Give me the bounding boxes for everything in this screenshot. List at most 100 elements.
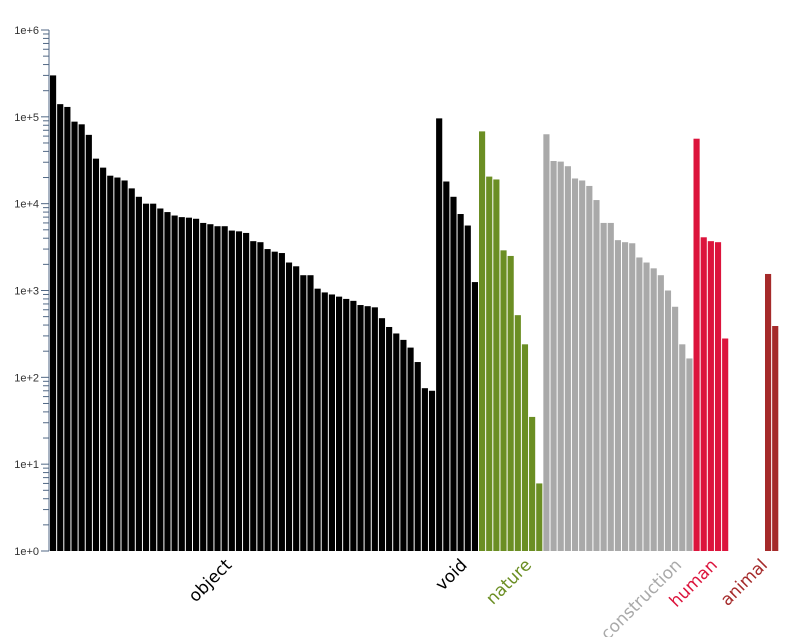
bar-object-39: [328, 294, 335, 551]
bar-construction-3: [564, 166, 571, 551]
category-label-animal: animal: [717, 555, 772, 610]
bar-nature-5: [514, 315, 521, 551]
bar-object-7: [100, 167, 107, 551]
bar-construction-14: [643, 262, 650, 551]
y-tick-label: 1e+5: [14, 112, 39, 124]
bar-object-34: [293, 266, 300, 551]
bar-object-43: [357, 305, 364, 551]
bar-object-29: [257, 242, 264, 551]
y-tick-label: 1e+3: [14, 286, 39, 298]
bar-nature-3: [500, 250, 507, 551]
bar-object-2: [64, 106, 71, 551]
bar-object-30: [264, 249, 271, 551]
bar-construction-7: [593, 200, 600, 551]
bar-object-40: [336, 296, 343, 551]
bar-construction-20: [686, 358, 693, 551]
bar-object-14: [150, 203, 157, 552]
bar-object-8: [107, 175, 114, 551]
bar-object-38: [321, 292, 328, 551]
bar-construction-11: [622, 242, 629, 551]
bar-object-5: [85, 134, 92, 552]
bar-object-37: [314, 288, 321, 551]
bar-object-41: [343, 298, 350, 551]
bar-construction-18: [672, 306, 679, 551]
bar-object-17: [171, 215, 178, 551]
bar-object-12: [135, 196, 142, 552]
bar-object-10: [121, 180, 128, 551]
bar-nature-6: [521, 344, 529, 551]
y-tick-label: 1e+0: [14, 546, 39, 558]
y-tick-label: 1e+4: [14, 199, 39, 211]
bar-nature-1: [486, 176, 493, 551]
bar-construction-16: [657, 275, 664, 551]
bar-construction-10: [614, 240, 621, 551]
bar-object-23: [214, 226, 221, 551]
bar-construction-19: [679, 344, 686, 551]
bar-object-25: [228, 230, 235, 551]
bar-object-4: [78, 124, 85, 551]
bar-object-28: [250, 241, 257, 551]
bar-void-5: [471, 282, 478, 551]
bar-construction-12: [629, 243, 636, 551]
bar-nature-4: [507, 255, 514, 551]
bar-object-16: [164, 212, 171, 551]
bar-object-49: [400, 339, 407, 551]
bar-construction-15: [650, 268, 657, 551]
bar-nature-7: [529, 416, 536, 551]
bar-object-6: [92, 158, 100, 551]
bar-object-11: [128, 188, 135, 551]
bar-human-0: [693, 138, 700, 551]
bar-nature-0: [479, 131, 486, 551]
bar-object-44: [364, 306, 371, 551]
bar-construction-5: [579, 180, 586, 551]
bar-nature-2: [493, 179, 500, 551]
bar-construction-6: [586, 185, 593, 551]
bar-animal-1: [772, 326, 779, 551]
bar-construction-17: [664, 290, 672, 551]
bar-object-32: [278, 253, 285, 552]
bar-object-33: [285, 262, 293, 551]
bar-human-3: [714, 242, 722, 551]
bar-object-24: [221, 226, 228, 551]
category-label-object: object: [185, 555, 236, 606]
bar-object-19: [185, 217, 192, 551]
category-label-void: void: [432, 555, 472, 595]
bar-object-46: [378, 318, 386, 551]
bar-construction-8: [600, 222, 607, 551]
bar-human-1: [700, 237, 707, 552]
bar-object-3: [71, 121, 78, 552]
y-tick-label: 1e+1: [14, 459, 39, 471]
bar-human-4: [722, 338, 729, 551]
bar-object-52: [421, 388, 428, 551]
bar-void-2: [450, 196, 457, 552]
bar-object-0: [50, 75, 57, 552]
bar-construction-13: [636, 257, 643, 551]
bar-object-20: [193, 218, 200, 551]
bar-object-35: [300, 275, 307, 551]
bar-human-2: [707, 241, 714, 551]
bar-void-3: [457, 214, 464, 551]
bar-object-22: [207, 224, 214, 551]
bar-void-4: [464, 225, 471, 551]
bar-construction-2: [557, 161, 564, 552]
bar-void-1: [443, 181, 450, 551]
bar-object-13: [142, 203, 150, 552]
bar-object-51: [414, 362, 421, 551]
bar-object-48: [393, 333, 400, 551]
bar-construction-0: [543, 134, 550, 551]
y-tick-label: 1e+6: [14, 25, 39, 37]
bar-object-18: [178, 217, 185, 551]
bars: [50, 75, 779, 552]
bar-object-50: [407, 347, 414, 551]
category-label-nature: nature: [482, 555, 536, 609]
bar-object-27: [243, 232, 250, 551]
y-axis: 1e+0 1e+1 1e+2 1e+3 1e+4 1e+5 1e+6: [14, 25, 50, 558]
bar-object-53: [428, 390, 436, 551]
bar-object-36: [307, 275, 314, 551]
bar-construction-9: [607, 222, 614, 551]
y-tick-label: 1e+2: [14, 372, 39, 384]
bar-object-26: [235, 231, 243, 551]
